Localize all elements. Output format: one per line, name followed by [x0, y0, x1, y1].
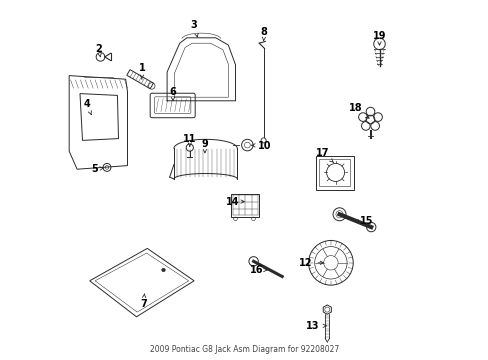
FancyBboxPatch shape — [150, 93, 195, 118]
Text: 14: 14 — [226, 197, 244, 207]
Text: 3: 3 — [190, 20, 198, 37]
Text: 1: 1 — [138, 63, 145, 79]
Text: 8: 8 — [260, 27, 267, 41]
Bar — [319, 159, 349, 186]
Text: 6: 6 — [169, 87, 176, 100]
FancyBboxPatch shape — [154, 97, 190, 113]
Text: 17: 17 — [316, 148, 333, 163]
Text: 13: 13 — [305, 321, 325, 331]
Text: 16: 16 — [250, 265, 266, 275]
Text: 15: 15 — [354, 216, 373, 226]
Text: 7: 7 — [140, 294, 147, 309]
Text: 18: 18 — [348, 103, 368, 118]
Text: 10: 10 — [251, 141, 270, 151]
Text: 2009 Pontiac G8 Jack Asm Diagram for 92208027: 2009 Pontiac G8 Jack Asm Diagram for 922… — [149, 345, 339, 354]
Bar — [315, 156, 353, 190]
Text: 2: 2 — [95, 44, 102, 57]
Text: 4: 4 — [83, 99, 91, 115]
Text: 19: 19 — [372, 31, 386, 45]
Circle shape — [162, 268, 165, 272]
Text: 9: 9 — [201, 139, 208, 153]
Text: 12: 12 — [298, 258, 323, 268]
Text: 5: 5 — [92, 164, 104, 174]
Text: 11: 11 — [183, 134, 196, 147]
Bar — [231, 194, 259, 217]
